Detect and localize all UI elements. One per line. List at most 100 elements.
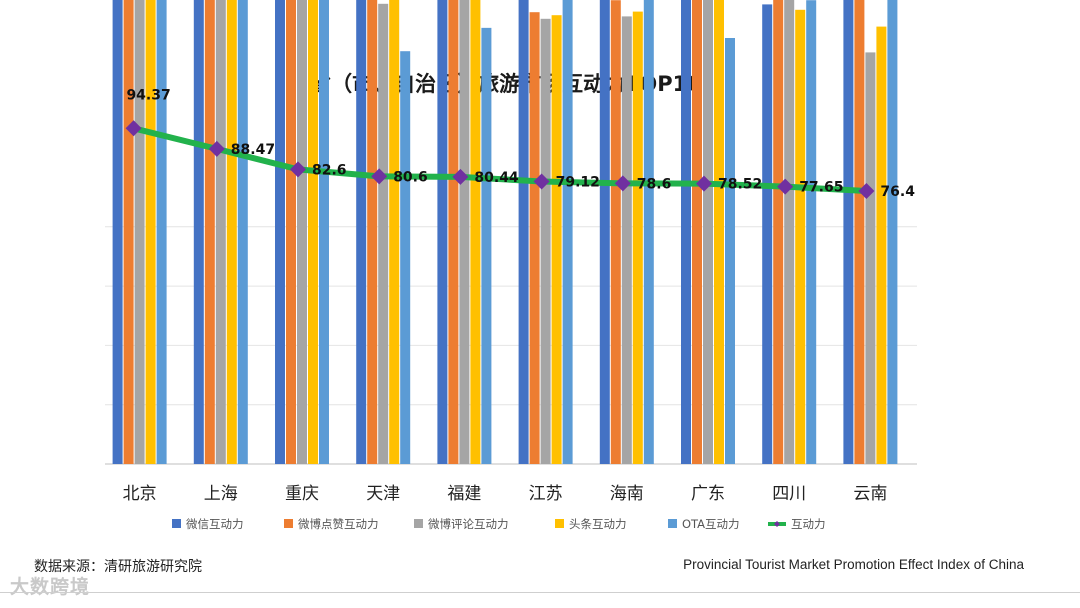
bar xyxy=(275,0,285,464)
bar xyxy=(112,0,123,464)
line-value-label: 88.47 xyxy=(231,142,275,158)
line-value-label: 82.6 xyxy=(312,162,347,178)
bar xyxy=(876,26,887,464)
line-value-label: 77.65 xyxy=(799,180,843,196)
category-label: 广东 xyxy=(691,484,725,504)
line-value-label: 80.44 xyxy=(474,170,519,186)
legend-swatch xyxy=(172,519,181,528)
line-marker xyxy=(858,183,875,199)
bar xyxy=(632,11,643,464)
bar xyxy=(286,0,296,465)
bar xyxy=(681,0,691,464)
bar xyxy=(204,0,215,464)
category-label: 天津 xyxy=(366,484,400,504)
legend-swatch xyxy=(555,519,564,528)
legend-label: 互动力 xyxy=(791,517,826,531)
bar xyxy=(887,0,898,464)
line-marker xyxy=(777,178,794,195)
category-label: 云南 xyxy=(853,484,887,504)
category-label: 北京 xyxy=(123,484,157,504)
line-marker xyxy=(125,120,142,137)
bar xyxy=(865,52,876,465)
bar xyxy=(237,0,248,464)
bar xyxy=(643,0,654,465)
bar xyxy=(193,0,204,464)
bar xyxy=(356,0,367,464)
bar xyxy=(448,0,459,464)
line-value-label: 76.4 xyxy=(880,184,915,200)
bar xyxy=(725,38,735,464)
bar xyxy=(599,0,610,464)
bar xyxy=(773,0,784,464)
bar xyxy=(795,9,806,465)
bar xyxy=(762,4,773,465)
bars-group xyxy=(112,0,898,465)
legend: 微信互动力 微博点赞互动力 微博评论互动力 头条互动力 OTA互动力 互动力 xyxy=(172,517,826,531)
bar xyxy=(437,0,448,464)
footer-divider xyxy=(0,592,1080,593)
bar xyxy=(145,0,156,464)
bar xyxy=(703,0,713,464)
bar xyxy=(389,0,400,464)
category-label: 福建 xyxy=(447,484,481,504)
legend-label: 微博评论互动力 xyxy=(428,517,509,531)
bar xyxy=(308,0,318,465)
bar xyxy=(551,15,562,464)
category-label: 四川 xyxy=(772,484,806,504)
line-marker xyxy=(614,175,631,192)
category-label: 海南 xyxy=(610,484,644,504)
english-caption: Provincial Tourist Market Promotion Effe… xyxy=(683,557,1024,572)
bar xyxy=(367,0,378,464)
category-label: 江苏 xyxy=(529,484,563,504)
line-value-label: 78.6 xyxy=(637,176,672,192)
bar xyxy=(400,51,411,464)
legend-label: OTA互动力 xyxy=(682,517,740,531)
bar xyxy=(459,0,470,465)
bar xyxy=(854,0,865,464)
category-label: 上海 xyxy=(204,484,238,504)
line-marker xyxy=(371,168,388,185)
line-value-label: 94.37 xyxy=(126,87,170,103)
line-marker xyxy=(290,161,306,178)
bar xyxy=(529,12,540,464)
data-source-note: 数据来源：清研旅游研究院 xyxy=(34,559,202,575)
bar xyxy=(784,0,795,464)
category-labels: 北京 上海 重庆 天津 福建 江苏 海南 广东 四川 云南 xyxy=(123,484,888,504)
bar xyxy=(226,0,237,464)
bar xyxy=(621,16,632,465)
legend-swatch xyxy=(284,519,293,528)
bar xyxy=(692,0,702,464)
bar xyxy=(470,0,481,465)
bar xyxy=(319,0,329,464)
line-marker xyxy=(452,168,469,185)
legend-label: 头条互动力 xyxy=(569,517,627,531)
bar xyxy=(123,0,134,465)
bar xyxy=(297,0,307,465)
bar xyxy=(540,18,551,465)
legend-swatch xyxy=(668,519,677,528)
legend-label: 微博点赞互动力 xyxy=(298,517,379,531)
legend-label: 微信互动力 xyxy=(186,517,244,531)
bar xyxy=(562,0,573,465)
legend-line-marker xyxy=(774,521,780,527)
bar xyxy=(843,0,854,464)
watermark-text: 大数跨境 xyxy=(10,576,91,598)
category-label: 重庆 xyxy=(285,484,319,504)
line-marker xyxy=(696,175,712,192)
bar xyxy=(518,0,529,464)
line-value-label: 78.52 xyxy=(718,177,762,193)
line-value-label: 80.6 xyxy=(393,169,428,185)
line-marker xyxy=(208,140,225,157)
bar xyxy=(714,0,724,465)
line-marker xyxy=(533,173,550,190)
bar xyxy=(134,0,145,464)
bar xyxy=(481,27,492,465)
bar xyxy=(806,0,817,464)
line-value-label: 79.12 xyxy=(556,175,600,191)
line-series-group: 94.37 88.47 82.6 80.6 80.44 79.12 78.6 78.52 77.… xyxy=(125,87,915,200)
bar xyxy=(215,0,226,465)
bar xyxy=(378,3,389,465)
legend-swatch xyxy=(414,519,423,528)
bar xyxy=(156,0,167,465)
